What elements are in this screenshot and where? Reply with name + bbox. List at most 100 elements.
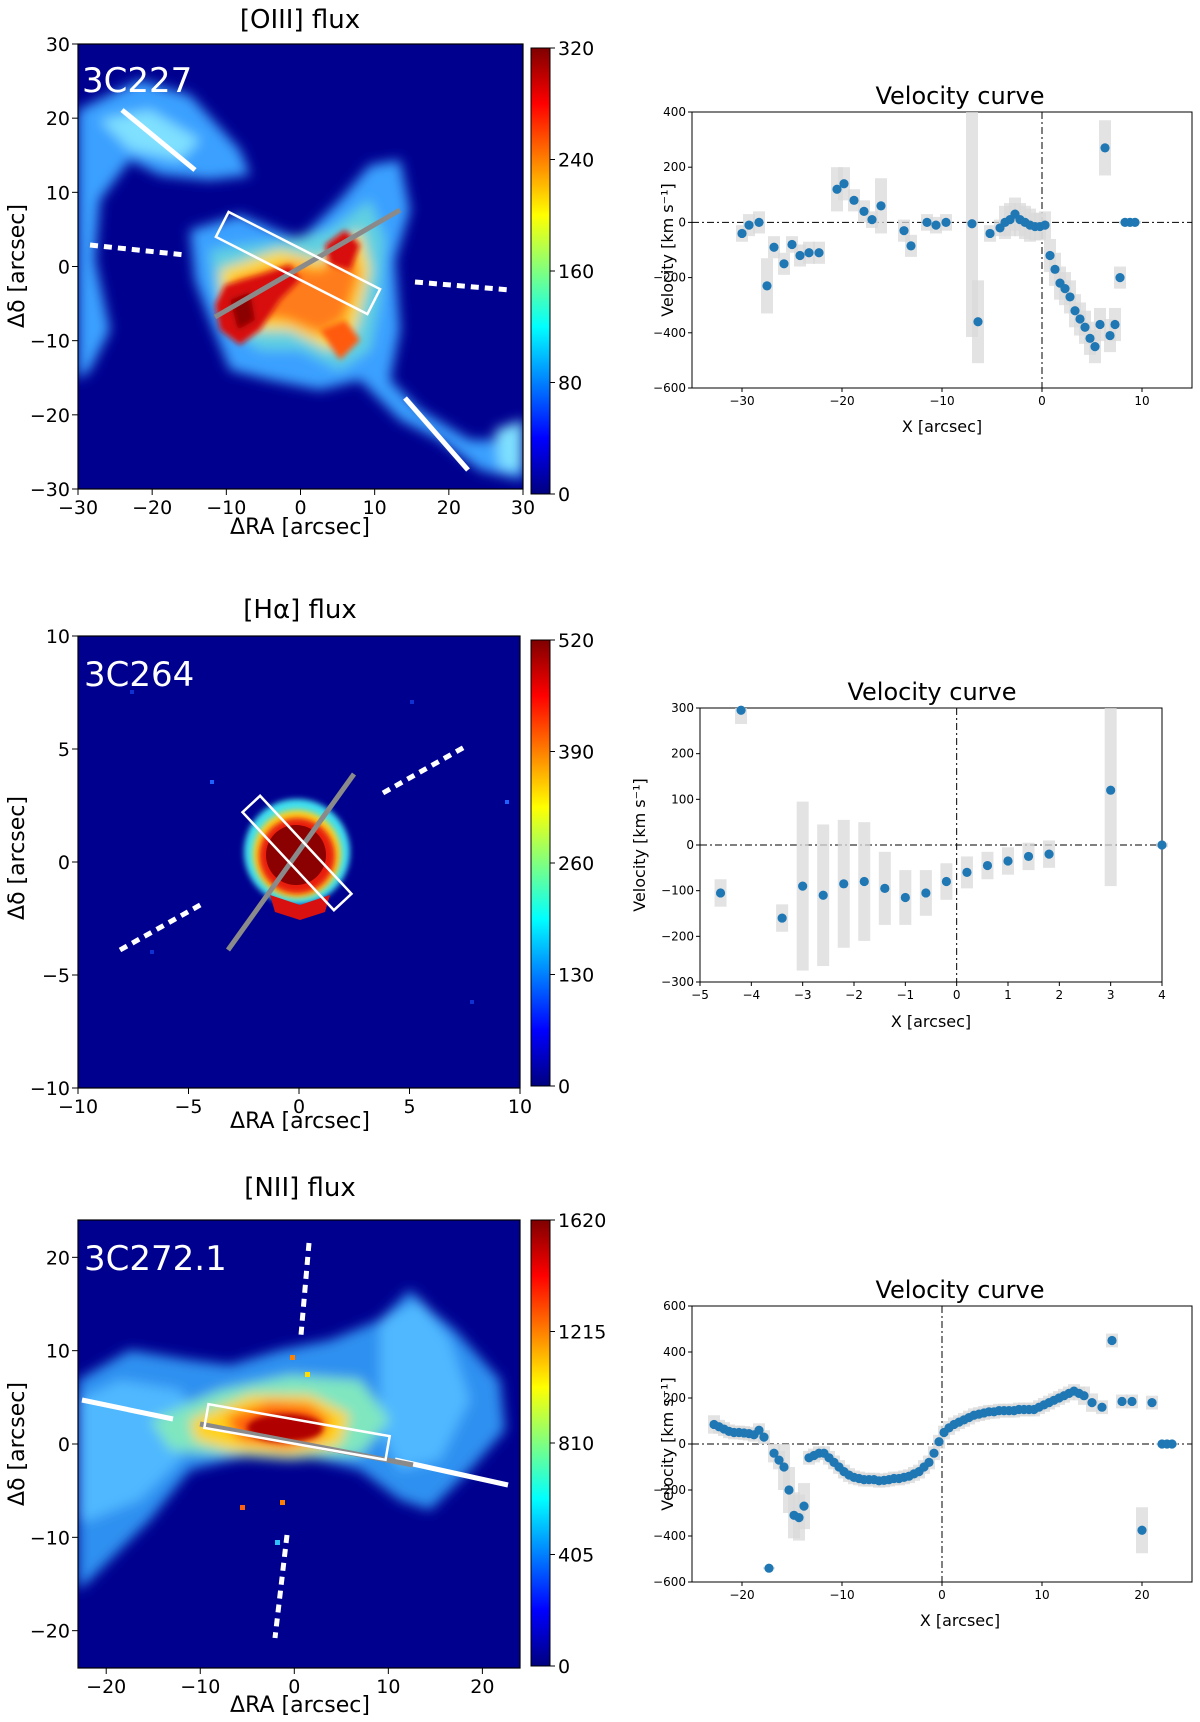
plot-frame (691, 111, 1193, 389)
data-point (900, 892, 910, 903)
colorbar-tick-label: 405 (558, 1545, 594, 1567)
data-point (1137, 1525, 1147, 1535)
data-point (1079, 1391, 1089, 1401)
data-point (1075, 314, 1085, 324)
y-tick-label: 200 (663, 1391, 686, 1405)
data-point (736, 705, 746, 715)
data-point (759, 1432, 769, 1442)
data-point (1107, 1335, 1117, 1346)
data-point (1090, 342, 1100, 352)
data-point (769, 242, 779, 252)
map-overlays (81, 1242, 509, 1639)
x-tick-label: 20 (470, 1676, 494, 1698)
source-label: 3C272.1 (84, 1239, 227, 1279)
data-point (1110, 319, 1120, 330)
data-point (941, 876, 952, 887)
y-tick-label: −20 (30, 405, 70, 427)
x-ticks: −20 −10 0 10 20 (86, 1668, 494, 1698)
y-tick-label: −200 (653, 1483, 686, 1497)
data-point (1070, 306, 1080, 316)
colorbar-tick-label: 1215 (558, 1322, 606, 1344)
data-point (1117, 1396, 1127, 1407)
x-tick-label: 10 (1134, 394, 1149, 408)
data-point (934, 1437, 944, 1447)
y-tick-label: −600 (653, 381, 686, 395)
x-tick-label: 20 (437, 497, 461, 519)
data-point (1087, 1398, 1097, 1408)
data-point (832, 184, 842, 194)
y-axis-label: Velocity [km s⁻¹] (658, 1377, 677, 1510)
x-tick-label: 20 (1134, 1588, 1149, 1602)
plot-title: Velocity curve (875, 82, 1044, 110)
data-point (1106, 785, 1116, 795)
y-tick-label: 10 (46, 182, 70, 204)
colorbar-tick-label: 0 (558, 484, 570, 506)
data-point (931, 220, 941, 230)
plot-marks: −30 −20 −10 0 10 400 200 0 −200 −400 −600 (653, 105, 1192, 408)
source-label: 3C264 (84, 655, 194, 695)
x-tick-label: −30 (729, 394, 754, 408)
data-point (744, 220, 754, 230)
map-3c264: [Hα] flux 3C264 −10 −5 0 5 10 10 5 0 −5 −10 ΔRA … (5, 595, 594, 1134)
y-axis-label: Δδ [arcsec] (5, 1382, 30, 1506)
y-tick-label: 10 (46, 626, 70, 648)
data-point (779, 259, 789, 269)
colorbar-tick-label: 240 (558, 150, 594, 172)
colorbar-ticks: 320 240 160 80 0 (550, 38, 594, 506)
data-point (784, 1485, 794, 1495)
y-tick-label: 20 (46, 1247, 70, 1269)
y-tick-label: 200 (663, 160, 686, 174)
data-point (1095, 319, 1105, 330)
colorbar-tick-label: 0 (558, 1076, 570, 1098)
data-point (1060, 284, 1070, 294)
plot-marks: −5 −4 −3 −2 −1 0 1 2 3 4 300 200 100 0 −100 −200 −300 (661, 701, 1168, 1002)
x-tick-label: 4 (1158, 988, 1166, 1002)
y-tick-label: −400 (653, 326, 686, 340)
y-ticks: 20 10 0 −10 −20 (30, 1247, 78, 1643)
colorbar-tick-label: 390 (558, 742, 594, 764)
colorbar-tick-label: 260 (558, 853, 594, 875)
data-point (794, 1513, 804, 1523)
data-point (985, 228, 995, 239)
data-point (1023, 851, 1034, 862)
colorbar-tick-label: 320 (558, 38, 594, 60)
x-tick-label: −3 (794, 988, 812, 1002)
colorbar (530, 1219, 551, 1667)
y-tick-label: 30 (46, 34, 70, 56)
y-tick-label: −10 (30, 1527, 70, 1549)
x-tick-label: 10 (376, 1676, 400, 1698)
y-tick-label: −200 (661, 929, 694, 943)
data-point (929, 1448, 939, 1458)
data-point (777, 913, 787, 923)
map-title: [NII] flux (244, 1173, 356, 1203)
y-tick-label: 100 (671, 792, 694, 806)
colorbar-tick-label: 1620 (558, 1210, 606, 1232)
y-ticks: 10 5 0 −5 −10 (30, 626, 78, 1100)
x-tick-label: 0 (1038, 394, 1046, 408)
y-tick-label: 0 (58, 257, 70, 279)
data-point (1080, 322, 1090, 332)
x-tick-label: −5 (691, 988, 709, 1002)
data-point (1097, 1402, 1107, 1412)
x-tick-label: −20 (829, 394, 854, 408)
x-tick-label: −20 (132, 497, 172, 519)
data-point (799, 1501, 809, 1511)
y-axis-label: Δδ [arcsec] (5, 204, 30, 328)
data-point (982, 860, 993, 871)
plot-title: Velocity curve (847, 678, 1016, 706)
data-point (795, 250, 805, 261)
y-tick-label: −5 (42, 965, 70, 987)
y-tick-label: 400 (663, 105, 686, 119)
emission-region (78, 80, 523, 480)
x-tick-label: −1 (896, 988, 914, 1002)
data-point (839, 179, 849, 189)
data-point (962, 867, 972, 878)
colorbar-ticks: 520 390 260 130 0 (550, 630, 594, 1098)
colorbar-tick-label: 160 (558, 261, 594, 283)
data-point (715, 888, 726, 898)
y-tick-label: −300 (661, 975, 694, 989)
data-point (774, 1455, 784, 1465)
y-tick-label: 0 (678, 215, 686, 229)
data-point (921, 888, 931, 898)
